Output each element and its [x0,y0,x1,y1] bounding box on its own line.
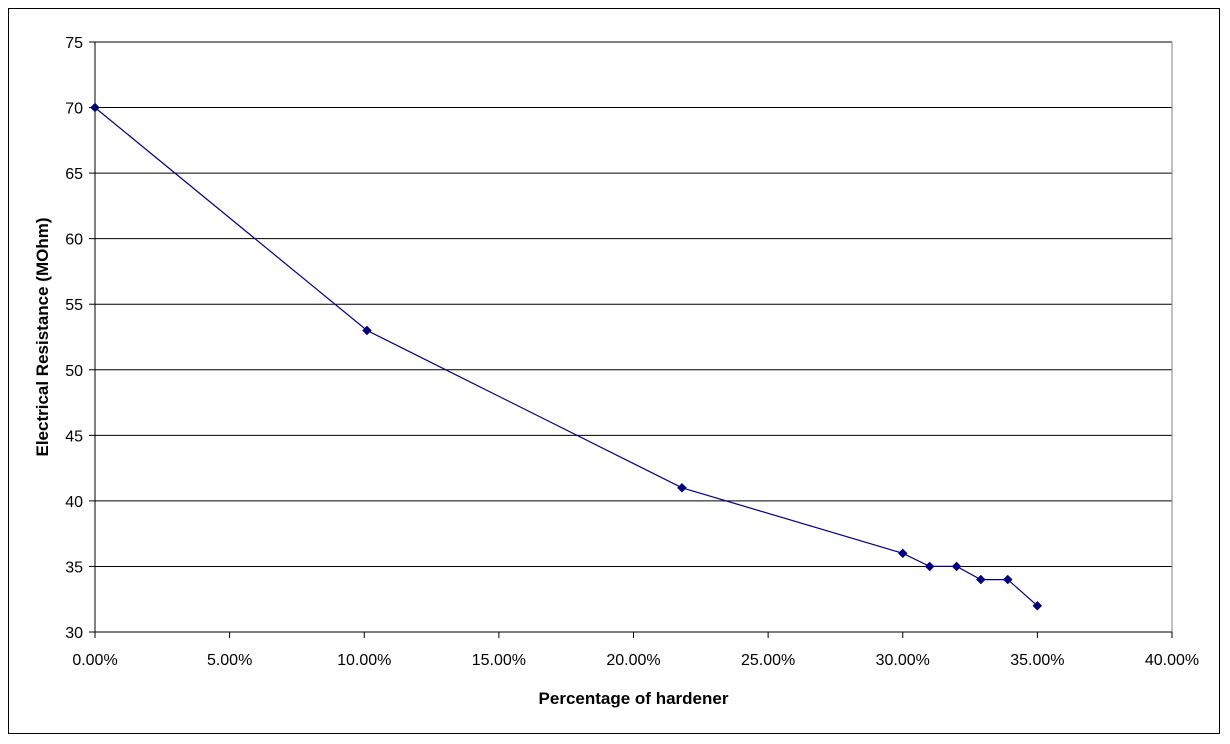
data-point-8 [1032,600,1043,611]
x-tick-label-2: 10.00% [337,652,391,669]
x-axis-title: Percentage of hardener [539,689,729,708]
x-tick-label-3: 15.00% [472,652,526,669]
data-point-0 [90,102,100,113]
y-tick-label-2: 40 [65,494,83,511]
y-tick-label-4: 50 [65,363,83,380]
y-tick-label-1: 35 [65,559,83,576]
x-tick-label-5: 25.00% [741,652,795,669]
gridlines [95,41,1173,632]
data-point-7 [1002,574,1013,585]
y-tick-label-5: 55 [65,297,83,314]
data-series [90,102,1043,611]
tick-labels: 30 35 40 45 50 55 60 65 70 75 0.00% 5.00% 10.00% 15.0… [65,35,1199,669]
x-tick-label-8: 40.00% [1145,652,1199,669]
chart-frame [8,8,1220,734]
y-tick-label-0: 30 [65,625,83,642]
y-tick-label-7: 65 [65,166,83,183]
data-point-5 [951,561,962,572]
x-tick-label-0: 0.00% [72,652,117,669]
data-point-2 [677,482,687,493]
x-tick-label-6: 30.00% [876,652,930,669]
series-line-0 [94,107,1038,607]
x-tick-label-4: 20.00% [606,652,660,669]
y-tick-label-6: 60 [65,232,83,249]
y-tick-label-8: 70 [65,101,83,118]
y-tick-label-3: 45 [65,428,83,445]
axes [89,41,1173,638]
data-point-3 [897,548,908,559]
data-point-6 [975,574,986,585]
y-axis-title: Electrical Resistance (MOhm) [33,217,52,456]
x-tick-label-1: 5.00% [207,652,252,669]
data-point-4 [924,561,935,572]
data-point-1 [362,325,372,336]
y-tick-label-9: 75 [65,35,83,52]
x-tick-label-7: 35.00% [1010,652,1064,669]
